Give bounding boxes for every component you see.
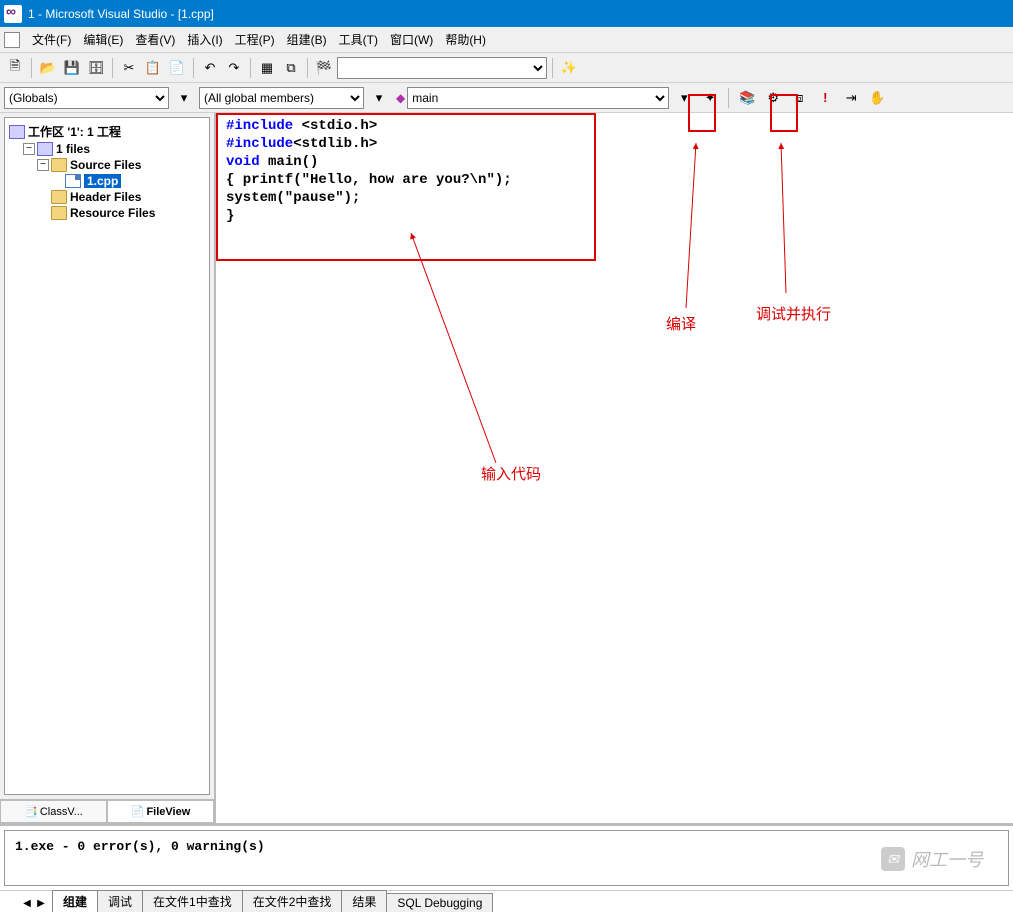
- watermark: ✉ 网工一号: [881, 846, 983, 872]
- folder-icon: [51, 190, 67, 204]
- source-folder-label: Source Files: [70, 158, 141, 172]
- execute-icon[interactable]: !: [814, 87, 836, 109]
- copy-icon[interactable]: 📋: [142, 57, 164, 79]
- classview-label: ClassV...: [40, 806, 83, 818]
- output-panel: 1.exe - 0 error(s), 0 warning(s) ◀ ▶ 组建 …: [0, 823, 1013, 912]
- output-line: 1.exe - 0 error(s), 0 warning(s): [15, 839, 265, 854]
- folder-icon: [51, 158, 67, 172]
- menu-insert[interactable]: 插入(I): [181, 29, 228, 50]
- menu-view[interactable]: 查看(V): [129, 29, 181, 50]
- watermark-text: 网工一号: [911, 846, 983, 872]
- members-combo[interactable]: (All global members): [199, 87, 364, 109]
- func-dropdown-icon[interactable]: ▾: [673, 87, 695, 109]
- wand-icon[interactable]: ✨: [558, 57, 580, 79]
- sidebar: 工作区 '1': 1 工程 − 1 files − Source Files 1…: [0, 113, 216, 823]
- menu-edit[interactable]: 编辑(E): [77, 29, 129, 50]
- build-icon[interactable]: ⚙: [762, 87, 784, 109]
- tree-project[interactable]: − 1 files: [9, 141, 205, 157]
- wizard-icon[interactable]: ✦: [699, 87, 721, 109]
- tab-scroll-left[interactable]: ◀: [20, 894, 34, 912]
- menu-bar: 文件(F) 编辑(E) 查看(V) 插入(I) 工程(P) 组建(B) 工具(T…: [0, 27, 1013, 53]
- menu-window[interactable]: 窗口(W): [384, 29, 439, 50]
- tab-scroll-right[interactable]: ▶: [34, 894, 48, 912]
- fileview-icon: 📄: [131, 805, 145, 818]
- save-icon[interactable]: 💾: [61, 57, 83, 79]
- sidebar-tabs: 📑 ClassV... 📄 FileView: [0, 799, 214, 823]
- output-tab-find2[interactable]: 在文件2中查找: [242, 890, 343, 912]
- annotation-input-code: 输入代码: [481, 463, 541, 484]
- main-area: 工作区 '1': 1 工程 − 1 files − Source Files 1…: [0, 113, 1013, 823]
- header-folder-label: Header Files: [70, 190, 141, 204]
- cpp-file-icon: [65, 174, 81, 188]
- title-bar: 1 - Microsoft Visual Studio - [1.cpp]: [0, 0, 1013, 27]
- menu-tools[interactable]: 工具(T): [333, 29, 384, 50]
- source-file-label: 1.cpp: [84, 174, 121, 188]
- tree-header-folder[interactable]: Header Files: [9, 189, 205, 205]
- output-tabs: ◀ ▶ 组建 调试 在文件1中查找 在文件2中查找 结果 SQL Debuggi…: [0, 890, 1013, 912]
- toggle-project[interactable]: −: [23, 143, 35, 155]
- breakpoint-icon[interactable]: ✋: [866, 87, 888, 109]
- cut-icon[interactable]: ✂: [118, 57, 140, 79]
- save-all-icon[interactable]: 🗄: [85, 57, 107, 79]
- members-dropdown-icon[interactable]: ▾: [368, 87, 390, 109]
- redo-icon[interactable]: ↷: [223, 57, 245, 79]
- menu-help[interactable]: 帮助(H): [439, 29, 492, 50]
- toggle-source[interactable]: −: [37, 159, 49, 171]
- find-icon[interactable]: 🏁: [313, 57, 335, 79]
- scope-dropdown-icon[interactable]: ▾: [173, 87, 195, 109]
- code-editor[interactable]: #include <stdio.h> #include<stdlib.h> vo…: [216, 113, 1013, 823]
- output-tab-sql[interactable]: SQL Debugging: [386, 893, 493, 912]
- scope-globals-combo[interactable]: (Globals): [4, 87, 169, 109]
- menu-build[interactable]: 组建(B): [281, 29, 333, 50]
- output-tab-build[interactable]: 组建: [52, 890, 98, 912]
- menu-file[interactable]: 文件(F): [26, 29, 77, 50]
- code-content[interactable]: #include <stdio.h> #include<stdlib.h> vo…: [216, 113, 1013, 229]
- project-label: 1 files: [56, 142, 90, 156]
- folder-icon: [51, 206, 67, 220]
- compile-icon[interactable]: 📚: [736, 87, 758, 109]
- tree-source-file[interactable]: 1.cpp: [9, 173, 205, 189]
- find-combo[interactable]: [337, 57, 547, 79]
- output-tab-results[interactable]: 结果: [341, 890, 387, 912]
- fileview-label: FileView: [146, 806, 190, 818]
- classview-icon: 📑: [24, 805, 38, 818]
- project-icon: [37, 142, 53, 156]
- open-icon[interactable]: 📂: [37, 57, 59, 79]
- workspace-label: 工作区 '1': 1 工程: [28, 123, 121, 140]
- resource-folder-label: Resource Files: [70, 206, 155, 220]
- tree-workspace[interactable]: 工作区 '1': 1 工程: [9, 122, 205, 141]
- annotation-debug: 调试并执行: [756, 303, 831, 324]
- output-tab-debug[interactable]: 调试: [97, 890, 143, 912]
- document-icon: [4, 32, 20, 48]
- tree-source-folder[interactable]: − Source Files: [9, 157, 205, 173]
- annotation-compile: 编译: [666, 313, 696, 334]
- new-text-icon[interactable]: 🗎: [4, 57, 26, 79]
- window-list-icon[interactable]: ⧉: [280, 57, 302, 79]
- output-tab-find1[interactable]: 在文件1中查找: [142, 890, 243, 912]
- workspace-icon: [9, 125, 25, 139]
- function-diamond-icon: ◆: [396, 91, 405, 105]
- window-title: 1 - Microsoft Visual Studio - [1.cpp]: [28, 7, 214, 21]
- standard-toolbar: 🗎 📂 💾 🗄 ✂ 📋 📄 ↶ ↷ ▦ ⧉ 🏁 ✨: [0, 53, 1013, 83]
- workspace-icon[interactable]: ▦: [256, 57, 278, 79]
- go-icon[interactable]: ⇥: [840, 87, 862, 109]
- paste-icon[interactable]: 📄: [166, 57, 188, 79]
- wechat-icon: ✉: [881, 847, 905, 871]
- build-output[interactable]: 1.exe - 0 error(s), 0 warning(s): [4, 830, 1009, 886]
- undo-icon[interactable]: ↶: [199, 57, 221, 79]
- workspace-tree[interactable]: 工作区 '1': 1 工程 − 1 files − Source Files 1…: [4, 117, 210, 795]
- tab-classview[interactable]: 📑 ClassV...: [0, 800, 107, 823]
- vs-logo-icon: [4, 5, 22, 23]
- menu-project[interactable]: 工程(P): [229, 29, 281, 50]
- tab-fileview[interactable]: 📄 FileView: [107, 800, 214, 823]
- tree-resource-folder[interactable]: Resource Files: [9, 205, 205, 221]
- stop-build-icon[interactable]: ⧈: [788, 87, 810, 109]
- scope-bar: (Globals) ▾ (All global members) ▾ ◆ mai…: [0, 83, 1013, 113]
- function-combo[interactable]: main: [407, 87, 669, 109]
